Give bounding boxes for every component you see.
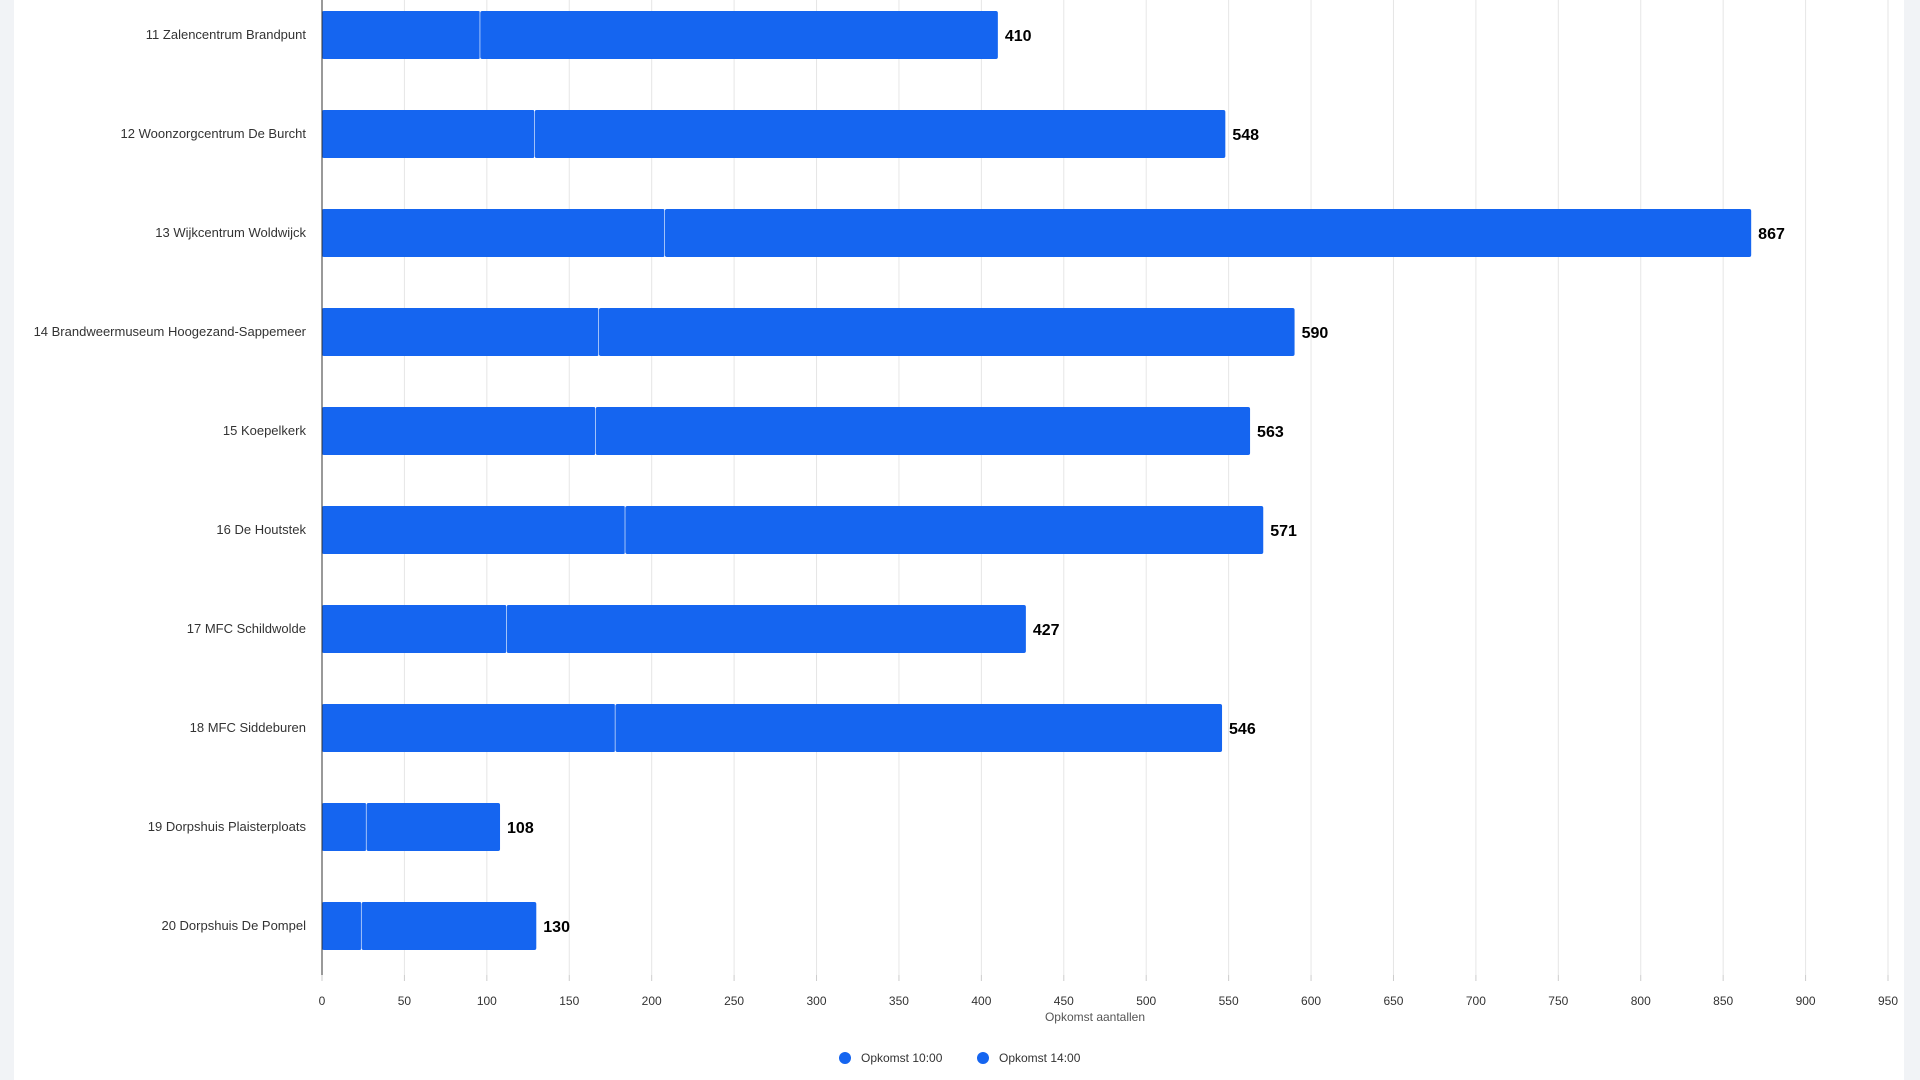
value-labels: 410 548 867 590 563 571 427 546 108 130 (507, 28, 1785, 936)
x-tick-label: 250 (724, 994, 744, 1008)
bar-segment-opkomst-14[interactable] (366, 803, 501, 851)
bar-segment-opkomst-14[interactable] (595, 407, 1251, 455)
bar-segment-opkomst-10[interactable] (322, 11, 481, 59)
bar-total-label: 410 (1005, 28, 1032, 45)
category-label: 18 MFC Siddeburen (190, 720, 306, 735)
x-tick-label: 750 (1548, 994, 1568, 1008)
x-tick-label: 850 (1713, 994, 1733, 1008)
x-tick-label: 600 (1301, 994, 1321, 1008)
bar-segment-opkomst-10[interactable] (322, 902, 362, 950)
bar-total-label: 563 (1257, 424, 1284, 441)
bar-segment-opkomst-10[interactable] (322, 308, 599, 356)
category-label: 12 Woonzorgcentrum De Burcht (121, 126, 307, 141)
x-tick-label: 0 (319, 994, 326, 1008)
category-label: 20 Dorpshuis De Pompel (161, 918, 306, 933)
bar-segment-opkomst-10[interactable] (322, 209, 665, 257)
attendance-bar-chart: 11 Zalencentrum Brandpunt 12 Woonzorgcent… (34, 0, 1898, 1065)
x-tick-label: 100 (477, 994, 497, 1008)
x-tick-label: 700 (1466, 994, 1486, 1008)
grid-lines (403, 0, 1889, 975)
bar-segment-opkomst-14[interactable] (534, 110, 1226, 158)
x-tick-label: 50 (398, 994, 412, 1008)
bars (322, 11, 1752, 950)
bar-segment-opkomst-10[interactable] (322, 110, 535, 158)
bar-segment-opkomst-14[interactable] (598, 308, 1295, 356)
x-tick-label: 650 (1383, 994, 1403, 1008)
bar-total-label: 571 (1270, 523, 1297, 540)
x-tick-label: 300 (807, 994, 827, 1008)
x-tick-label: 400 (971, 994, 991, 1008)
category-label: 13 Wijkcentrum Woldwijck (155, 225, 306, 240)
x-tick-label: 200 (642, 994, 662, 1008)
bar-total-label: 867 (1758, 226, 1785, 243)
bar-total-label: 130 (543, 919, 570, 936)
x-tick-label: 500 (1136, 994, 1156, 1008)
x-tick-label: 350 (889, 994, 909, 1008)
bar-total-label: 546 (1229, 721, 1256, 738)
bar-total-label: 548 (1232, 127, 1259, 144)
legend: Opkomst 10:00 Opkomst 14:00 (839, 1051, 1081, 1065)
legend-marker-opkomst-14[interactable] (977, 1052, 989, 1064)
bar-segment-opkomst-14[interactable] (480, 11, 998, 59)
bar-total-label: 108 (507, 820, 534, 837)
legend-marker-opkomst-10[interactable] (839, 1052, 851, 1064)
category-label: 14 Brandweermuseum Hoogezand-Sappemeer (34, 324, 307, 339)
bar-segment-opkomst-10[interactable] (322, 407, 596, 455)
category-label: 19 Dorpshuis Plaisterploats (148, 819, 307, 834)
x-tick-label: 150 (559, 994, 579, 1008)
bar-segment-opkomst-14[interactable] (625, 506, 1264, 554)
category-label: 15 Koepelkerk (223, 423, 307, 438)
bar-segment-opkomst-10[interactable] (322, 704, 616, 752)
x-axis-title: Opkomst aantallen (1045, 1010, 1145, 1024)
category-label: 16 De Houtstek (216, 522, 306, 537)
bar-segment-opkomst-10[interactable] (322, 506, 626, 554)
x-tick-label: 900 (1796, 994, 1816, 1008)
x-tick-label: 800 (1631, 994, 1651, 1008)
x-axis-ticks: 0 50 100 150 200 250 300 350 400 450 500 550 600 650 7… (319, 975, 1898, 1008)
bar-total-label: 590 (1302, 325, 1329, 342)
x-tick-label: 950 (1878, 994, 1898, 1008)
category-label: 11 Zalencentrum Brandpunt (146, 27, 307, 42)
chart-page: 11 Zalencentrum Brandpunt 12 Woonzorgcent… (14, 0, 1904, 1080)
x-tick-label: 450 (1054, 994, 1074, 1008)
category-labels: 11 Zalencentrum Brandpunt 12 Woonzorgcent… (34, 27, 307, 933)
bar-total-label: 427 (1033, 622, 1060, 639)
category-label: 17 MFC Schildwolde (187, 621, 306, 636)
bar-segment-opkomst-14[interactable] (506, 605, 1026, 653)
bar-segment-opkomst-10[interactable] (322, 803, 367, 851)
bar-segment-opkomst-10[interactable] (322, 605, 507, 653)
bar-segment-opkomst-14[interactable] (664, 209, 1752, 257)
bar-segment-opkomst-14[interactable] (361, 902, 537, 950)
legend-label-opkomst-14[interactable]: Opkomst 14:00 (999, 1051, 1081, 1065)
x-tick-label: 550 (1219, 994, 1239, 1008)
bar-segment-opkomst-14[interactable] (615, 704, 1223, 752)
legend-label-opkomst-10[interactable]: Opkomst 10:00 (861, 1051, 943, 1065)
